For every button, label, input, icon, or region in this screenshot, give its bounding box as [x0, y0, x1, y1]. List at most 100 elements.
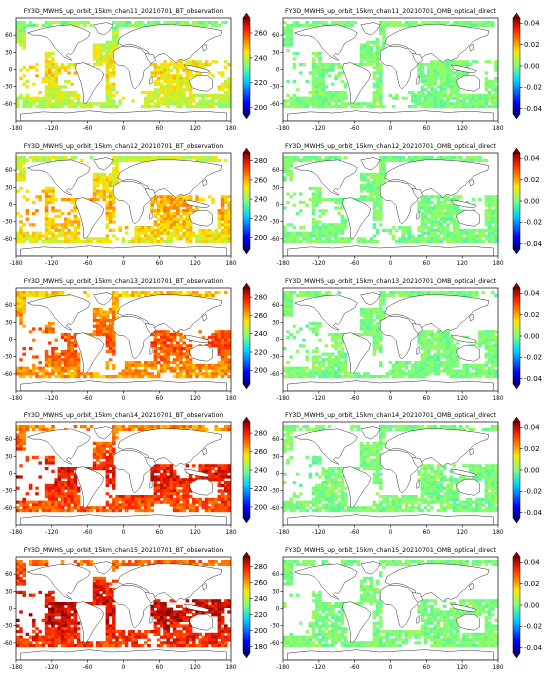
panel-title: FY3D_MWHS_up_orbit_15km_chan14_20210701_…: [24, 412, 224, 419]
x-tick-label: -120: [312, 126, 325, 132]
colorbar-tick-label: 0.00: [524, 466, 540, 474]
y-tick-label: 0: [9, 68, 13, 74]
colorbar-tick-label: -0.04: [524, 240, 543, 248]
x-tick-label: 180: [225, 261, 236, 267]
panel-observation-row-2: FY3D_MWHS_up_orbit_15km_chan12_20210701_…: [3, 143, 267, 267]
colorbar-tick-label: 240: [254, 330, 267, 338]
x-tick-label: 180: [225, 396, 236, 402]
colorbar-tick-label: 280: [254, 429, 267, 437]
panel-title: FY3D_MWHS_up_orbit_15km_chan15_20210701_…: [24, 547, 224, 554]
colorbar-tick-label: -0.02: [524, 488, 542, 496]
y-tick-label: 30: [5, 589, 13, 595]
colorbar: 0.04 0.02 0.00 -0.02 -0.04: [512, 282, 543, 390]
y-tick-label: -60: [3, 102, 13, 108]
colorbar-tick-label: -0.02: [524, 219, 542, 227]
colorbar-tick-label: 240: [254, 595, 267, 603]
y-tick-label: 60: [5, 303, 13, 309]
x-tick-label: 0: [122, 126, 126, 132]
colorbar-tick-label: 200: [254, 104, 267, 112]
colorbar-tick-label: 0.04: [524, 290, 540, 298]
x-tick-label: 0: [389, 261, 393, 267]
colorbar-tick-label: 0.00: [524, 332, 540, 340]
y-tick-label: -60: [270, 102, 280, 108]
swath-data: [283, 21, 498, 109]
map-area: [282, 421, 499, 526]
x-tick-label: 180: [492, 665, 503, 671]
colorbar-tick-label: 0.04: [524, 559, 540, 567]
colorbar-tick-label: 0.02: [524, 580, 540, 588]
x-tick-label: 180: [492, 126, 503, 132]
x-tick-label: -60: [350, 261, 360, 267]
x-tick-label: 120: [190, 396, 201, 402]
colorbar-tick-label: 280: [254, 157, 267, 165]
x-tick-label: 120: [457, 126, 468, 132]
x-tick-label: 0: [389, 126, 393, 132]
x-tick-label: -180: [276, 665, 289, 671]
x-tick-label: 180: [492, 261, 503, 267]
panel-observation-row-1: FY3D_MWHS_up_orbit_15km_chan11_20210701_…: [3, 8, 267, 132]
x-tick-label: -120: [45, 665, 58, 671]
x-tick-label: -120: [45, 126, 58, 132]
map-area: [282, 17, 499, 122]
colorbar-tick-label: 0.02: [524, 176, 540, 184]
colorbar: 200 220 240 260: [242, 12, 267, 120]
colorbar-tick-label: -0.04: [524, 644, 543, 652]
y-tick-label: -60: [270, 237, 280, 243]
x-tick-label: -120: [312, 665, 325, 671]
x-tick-label: 120: [190, 261, 201, 267]
x-tick-label: -60: [350, 530, 360, 536]
y-tick-label: -30: [3, 85, 13, 91]
x-tick-label: -60: [83, 665, 93, 671]
x-tick-label: 120: [457, 530, 468, 536]
swath-data: [16, 156, 231, 244]
x-tick-label: -180: [276, 530, 289, 536]
x-tick-label: 0: [122, 396, 126, 402]
panel-omb-row-3: FY3D_MWHS_up_orbit_15km_chan13_20210701_…: [270, 278, 543, 402]
y-tick-label: -60: [270, 372, 280, 378]
panel-title: FY3D_MWHS_up_orbit_15km_chan13_20210701_…: [285, 278, 497, 285]
y-tick-label: 0: [9, 203, 13, 209]
x-tick-label: -60: [350, 665, 360, 671]
x-tick-label: -120: [312, 530, 325, 536]
x-tick-label: 60: [423, 261, 431, 267]
colorbar-tick-label: 240: [254, 54, 267, 62]
map-area: [15, 17, 232, 122]
y-tick-label: 60: [272, 572, 280, 578]
colorbar-tick-label: 0.02: [524, 41, 540, 49]
colorbar-tick-label: 260: [254, 29, 267, 37]
colorbar-tick-label: 220: [254, 215, 267, 223]
panel-title: FY3D_MWHS_up_orbit_15km_chan11_20210701_…: [285, 8, 497, 15]
colorbar: 200 220 240 260 280: [242, 282, 267, 390]
y-tick-label: 0: [9, 338, 13, 344]
x-tick-label: 180: [225, 665, 236, 671]
x-tick-label: 0: [389, 665, 393, 671]
colorbar-tick-label: -0.02: [524, 354, 542, 362]
x-tick-label: -120: [45, 261, 58, 267]
y-tick-label: 0: [276, 338, 280, 344]
x-tick-label: -180: [276, 396, 289, 402]
colorbar-tick-label: 220: [254, 485, 267, 493]
x-tick-label: -180: [9, 530, 22, 536]
x-tick-label: 60: [156, 665, 164, 671]
y-tick-label: 30: [272, 50, 280, 56]
panel-omb-row-5: FY3D_MWHS_up_orbit_15km_chan15_20210701_…: [270, 547, 543, 671]
y-tick-label: 30: [272, 185, 280, 191]
x-tick-label: 60: [423, 396, 431, 402]
y-tick-label: 60: [5, 572, 13, 578]
colorbar: 0.04 0.02 0.00 -0.02 -0.04: [512, 147, 543, 255]
y-tick-label: 60: [272, 33, 280, 39]
colorbar: 200 220 240 260 280: [242, 416, 267, 524]
colorbar-tick-label: 200: [254, 234, 267, 242]
y-tick-label: 0: [276, 472, 280, 478]
swath-data: [283, 425, 498, 513]
panel-observation-row-4: FY3D_MWHS_up_orbit_15km_chan14_20210701_…: [3, 412, 267, 536]
x-tick-label: 180: [225, 126, 236, 132]
map-area: [282, 556, 499, 661]
x-tick-label: 120: [457, 261, 468, 267]
x-tick-label: -180: [9, 126, 22, 132]
colorbar-tick-label: 220: [254, 611, 267, 619]
colorbar-tick-label: -0.02: [524, 84, 542, 92]
y-tick-label: 60: [272, 168, 280, 174]
x-tick-label: 180: [492, 396, 503, 402]
colorbar-tick-label: 220: [254, 348, 267, 356]
